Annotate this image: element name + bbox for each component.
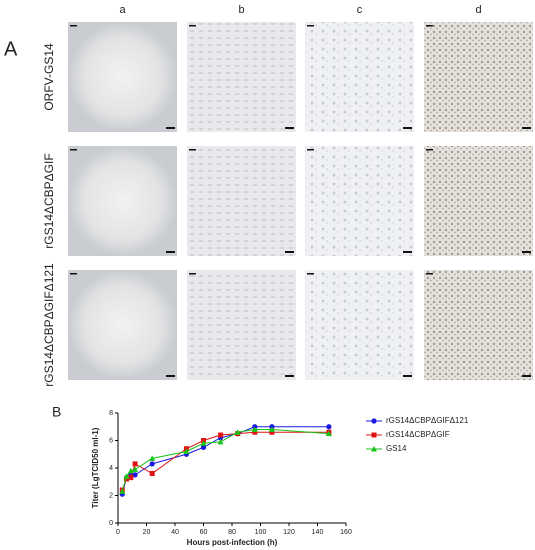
- y-tick-label: 6: [109, 437, 113, 444]
- marker: [371, 418, 377, 424]
- marker: [200, 444, 207, 450]
- marker: [132, 472, 138, 478]
- x-tick-label: 60: [200, 529, 208, 536]
- micrograph: [187, 270, 296, 380]
- x-tick-label: 140: [312, 529, 324, 536]
- marker: [132, 461, 138, 467]
- marker: [200, 440, 207, 446]
- x-tick-label: 120: [283, 529, 295, 536]
- marker: [217, 438, 224, 445]
- y-tick-label: 8: [109, 410, 113, 417]
- scale-bar: [189, 273, 196, 275]
- scale-bar: [189, 25, 196, 27]
- marker: [183, 448, 190, 454]
- scale-bar: [522, 375, 531, 377]
- panel-label: B: [52, 404, 61, 420]
- scale-bar: [426, 273, 433, 275]
- marker: [234, 429, 241, 435]
- marker: [132, 466, 139, 472]
- marker: [371, 446, 377, 452]
- scale-bar: [189, 149, 196, 151]
- scale-bar: [285, 127, 294, 129]
- x-tick-label: 40: [171, 529, 179, 536]
- scale-bar: [403, 375, 412, 377]
- scale-bar: [166, 127, 175, 129]
- panel-label: A: [4, 38, 18, 60]
- scale-bar: [285, 375, 294, 377]
- marker: [119, 488, 126, 494]
- marker: [123, 473, 130, 479]
- x-tick-label: 160: [340, 529, 352, 536]
- marker: [269, 429, 275, 435]
- micrograph: [305, 22, 414, 132]
- scale-bar: [522, 127, 531, 129]
- scale-bar: [426, 25, 433, 27]
- micrograph: [424, 270, 533, 380]
- marker: [128, 475, 134, 481]
- micrograph: [68, 146, 177, 256]
- row-label: rGS14ΔCBPΔGIF: [42, 153, 56, 248]
- column-label: b: [238, 4, 244, 16]
- scale-bar: [70, 273, 77, 275]
- scale-bar: [403, 127, 412, 129]
- micrograph: [68, 22, 177, 132]
- legend-label: rGS14ΔCBPΔGIFΔ121: [386, 416, 469, 425]
- x-tick-label: 80: [228, 529, 236, 536]
- column-label: d: [475, 4, 481, 16]
- micrograph: [424, 22, 533, 132]
- legend-label: GS14: [386, 444, 407, 453]
- micrograph: [305, 146, 414, 256]
- micrograph: [68, 270, 177, 380]
- marker: [149, 471, 155, 476]
- scale-bar: [307, 149, 314, 151]
- marker: [251, 426, 258, 432]
- legend-label: rGS14ΔCBPΔGIF: [386, 430, 450, 439]
- series-line: [121, 431, 329, 491]
- micrograph-grid: a b c d ORFV-GS14 rGS14ΔCBPΔGIF rGS14ΔCBPΔGIFΔ…: [42, 4, 533, 387]
- scale-bar: [166, 251, 175, 253]
- micrograph: [305, 270, 414, 380]
- marker: [124, 476, 130, 482]
- micrograph: [187, 146, 296, 256]
- scale-bar: [166, 375, 175, 377]
- marker: [326, 424, 332, 430]
- scale-bar: [285, 251, 294, 253]
- scale-bar: [403, 251, 412, 253]
- row-label: rGS14ΔCBPΔGIFΔ121: [42, 263, 56, 387]
- row-label: ORFV-GS14: [42, 43, 56, 111]
- marker: [371, 432, 377, 438]
- scale-bar: [70, 25, 77, 27]
- scale-bar: [307, 25, 314, 27]
- marker: [149, 455, 156, 461]
- y-tick-label: 0: [109, 520, 113, 527]
- micrograph: [187, 22, 296, 132]
- x-tick-label: 20: [143, 529, 151, 536]
- y-tick-label: 2: [109, 492, 113, 499]
- column-label: a: [119, 4, 126, 16]
- x-tick-label: 0: [116, 529, 120, 536]
- marker: [218, 432, 224, 438]
- column-label: c: [357, 4, 363, 16]
- micrograph: [424, 146, 533, 256]
- marker: [325, 430, 332, 437]
- scale-bar: [426, 149, 433, 151]
- y-axis-title: Titer (LgTCID50 ml-1): [91, 427, 100, 508]
- marker: [252, 429, 258, 435]
- marker: [268, 426, 275, 432]
- scale-bar: [522, 251, 531, 253]
- x-axis-title: Hours post-infection (h): [187, 538, 278, 547]
- scale-bar: [70, 149, 77, 151]
- marker: [149, 461, 155, 467]
- scale-bar: [307, 273, 314, 275]
- y-tick-label: 4: [109, 465, 113, 472]
- x-tick-label: 100: [255, 529, 267, 536]
